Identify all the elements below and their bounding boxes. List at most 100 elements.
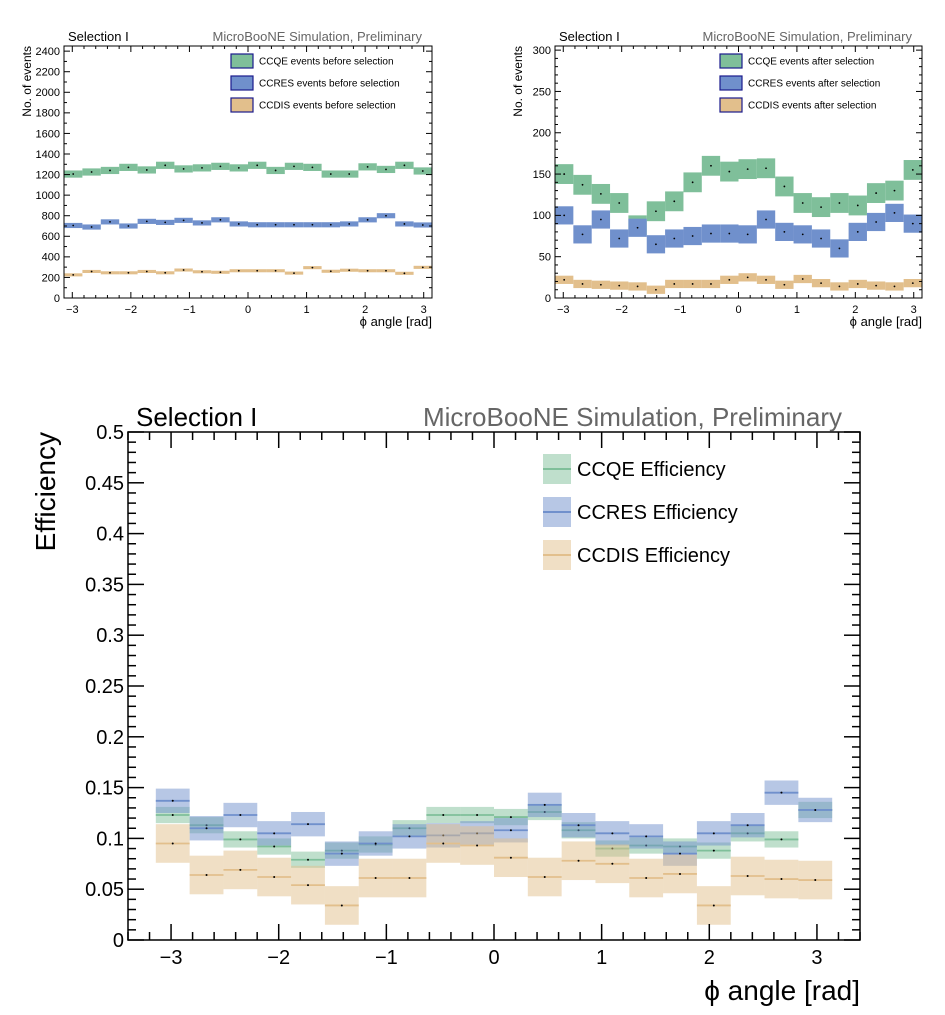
data-point bbox=[164, 164, 167, 167]
x-tick-label: −1 bbox=[375, 947, 398, 969]
data-point bbox=[273, 876, 276, 879]
legend: CCQE Efficiency CCRES Efficiency CCDIS Eff… bbox=[543, 454, 738, 570]
data-point bbox=[543, 876, 546, 879]
data-point bbox=[655, 288, 657, 291]
series-ccqe-events-before-selection bbox=[64, 161, 432, 178]
data-point bbox=[783, 283, 786, 286]
x-tick-label: −1 bbox=[183, 304, 196, 316]
data-point bbox=[509, 829, 512, 832]
legend-label: CCDIS events before selection bbox=[259, 101, 396, 112]
data-point bbox=[563, 173, 566, 175]
data-point bbox=[618, 284, 621, 287]
chart-panel-top-left: −3 −2 −1 0 1 2 3 0 200 400 600 800 1000 1200 1400 1600 1… bbox=[20, 29, 433, 329]
data-point bbox=[814, 808, 817, 811]
series-ccres-events-after-selection bbox=[555, 203, 922, 258]
legend-swatch bbox=[230, 75, 254, 91]
data-point bbox=[109, 220, 111, 223]
legend-label: CCDIS Efficiency bbox=[577, 545, 730, 567]
legend-swatch bbox=[719, 97, 743, 113]
x-tick-label: 2 bbox=[362, 304, 368, 316]
y-axis-label: No. of events bbox=[20, 46, 34, 117]
data-point bbox=[911, 282, 914, 285]
x-tick-label: 1 bbox=[304, 304, 310, 316]
data-point bbox=[274, 223, 277, 226]
y-tick-label: 1400 bbox=[36, 149, 60, 161]
data-point bbox=[408, 877, 411, 880]
legend-swatch bbox=[719, 53, 743, 69]
data-point bbox=[182, 168, 185, 170]
x-tick-label: 1 bbox=[596, 947, 607, 969]
data-point bbox=[645, 835, 648, 838]
y-tick-label: 0.1 bbox=[96, 828, 124, 850]
data-point bbox=[673, 283, 676, 285]
data-point bbox=[340, 852, 343, 855]
data-point bbox=[219, 271, 222, 274]
y-tick-label: 1000 bbox=[36, 190, 60, 202]
y-tick-label: 2200 bbox=[36, 67, 60, 79]
data-point bbox=[710, 232, 712, 235]
data-point bbox=[611, 832, 614, 835]
data-point bbox=[577, 859, 580, 862]
data-point bbox=[645, 877, 648, 880]
data-point bbox=[875, 284, 878, 287]
data-point bbox=[655, 243, 657, 246]
header-experiment: MicroBooNE Simulation, Preliminary bbox=[423, 402, 842, 432]
data-point bbox=[256, 164, 259, 167]
data-point bbox=[293, 223, 295, 226]
data-point bbox=[710, 283, 712, 285]
data-point bbox=[205, 827, 208, 830]
x-tick-label: 0 bbox=[488, 947, 499, 969]
data-point bbox=[838, 202, 841, 204]
data-point bbox=[421, 224, 424, 226]
data-point bbox=[90, 171, 93, 173]
legend-swatch bbox=[230, 97, 254, 113]
series-ccres-events-before-selection bbox=[64, 213, 432, 230]
chart-panel-bottom: −3 −2 −1 0 1 2 3 0 0.05 0.1 0.15 0.2 0.25 0.3 0.35 0.4 0… bbox=[30, 402, 861, 1006]
data-point bbox=[171, 842, 174, 845]
legend: CCQE events after selection CCRES events … bbox=[719, 53, 880, 113]
data-point bbox=[691, 283, 694, 285]
data-point bbox=[201, 166, 203, 169]
data-point bbox=[311, 223, 314, 226]
data-point bbox=[239, 814, 242, 817]
x-tick-label: 3 bbox=[421, 304, 427, 316]
data-point bbox=[712, 904, 715, 907]
x-tick-label: 2 bbox=[852, 304, 858, 316]
data-point bbox=[205, 873, 208, 876]
data-point bbox=[164, 271, 167, 274]
y-tick-label: 600 bbox=[42, 231, 60, 243]
data-point bbox=[366, 218, 369, 221]
data-point bbox=[256, 223, 259, 226]
data-point bbox=[599, 283, 602, 286]
data-point bbox=[293, 165, 295, 168]
data-point bbox=[577, 824, 580, 827]
data-point bbox=[348, 173, 351, 175]
data-point bbox=[801, 202, 804, 204]
data-point bbox=[273, 845, 276, 848]
data-point bbox=[90, 226, 93, 228]
data-point bbox=[385, 214, 387, 217]
legend-label: CCQE Efficiency bbox=[577, 459, 726, 481]
data-point bbox=[239, 838, 242, 841]
y-tick-label: 0.05 bbox=[85, 879, 124, 901]
y-axis-label: No. of events bbox=[511, 46, 525, 117]
data-point bbox=[712, 832, 715, 835]
data-point bbox=[618, 202, 621, 204]
data-point bbox=[127, 225, 130, 227]
data-point bbox=[765, 218, 767, 221]
data-point bbox=[171, 814, 174, 817]
data-point bbox=[385, 168, 387, 171]
legend-swatch bbox=[719, 75, 743, 91]
x-tick-label: −2 bbox=[267, 947, 290, 969]
data-point bbox=[421, 266, 424, 269]
data-point bbox=[875, 192, 878, 194]
data-point bbox=[171, 799, 174, 802]
data-point bbox=[820, 282, 822, 285]
y-tick-label: 0.15 bbox=[85, 778, 124, 800]
data-point bbox=[311, 166, 314, 169]
legend-label: CCDIS events after selection bbox=[748, 101, 876, 112]
data-point bbox=[237, 223, 240, 225]
data-point bbox=[109, 271, 111, 274]
header-experiment: MicroBooNE Simulation, Preliminary bbox=[212, 29, 422, 44]
